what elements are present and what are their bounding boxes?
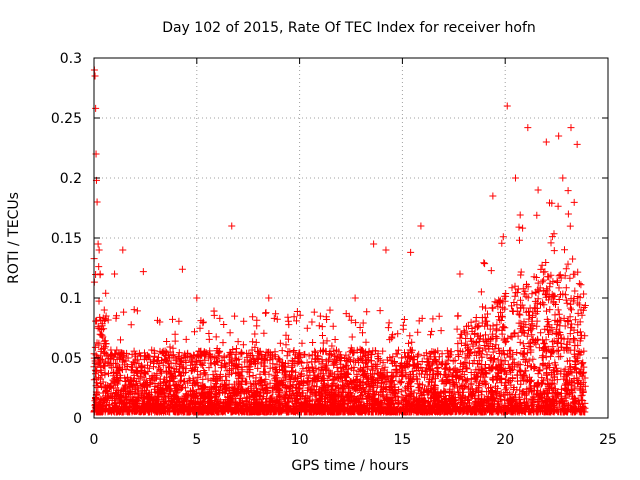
data-point <box>417 222 425 230</box>
data-point <box>503 102 511 110</box>
ticks <box>93 57 609 419</box>
data-point <box>559 174 567 182</box>
x-tick-label: 10 <box>291 432 309 448</box>
data-point <box>555 132 563 140</box>
scatter-cloud <box>90 187 589 416</box>
data-point <box>95 246 103 254</box>
y-tick-label: 0.15 <box>51 231 82 247</box>
x-tick-label: 20 <box>496 432 514 448</box>
data-point <box>524 124 532 132</box>
x-tick-label: 25 <box>599 432 617 448</box>
data-point <box>308 318 316 326</box>
data-point <box>382 246 390 254</box>
data-point <box>567 124 575 132</box>
data-point <box>111 270 119 278</box>
data-point <box>542 138 550 146</box>
x-tick-label: 15 <box>393 432 411 448</box>
data-point <box>139 268 147 276</box>
data-point <box>534 186 542 194</box>
data-point <box>265 294 273 302</box>
x-axis-label: GPS time / hours <box>291 458 408 474</box>
y-tick-label: 0.1 <box>60 291 82 307</box>
y-tick-labels: 0 0.05 0.1 0.15 0.2 0.25 0.3 <box>51 51 82 427</box>
data-point <box>511 174 519 182</box>
x-tick-label: 0 <box>90 432 99 448</box>
data-point <box>93 198 101 206</box>
data-point <box>119 246 127 254</box>
data-point <box>407 248 415 256</box>
data-point <box>193 294 201 302</box>
data-point <box>573 140 581 148</box>
data-point <box>156 318 164 326</box>
x-tick-labels: 0 5 10 15 20 25 <box>90 432 617 448</box>
data-point <box>178 265 186 273</box>
data-point <box>92 104 100 112</box>
data-point <box>489 192 497 200</box>
data-point <box>351 294 359 302</box>
y-tick-label: 0.05 <box>51 351 82 367</box>
y-tick-label: 0.25 <box>51 111 82 127</box>
y-tick-label: 0 <box>73 411 82 427</box>
data-point <box>228 222 236 230</box>
x-tick-label: 5 <box>192 432 201 448</box>
data-point <box>96 270 104 278</box>
chart-title: Day 102 of 2015, Rate Of TEC Index for r… <box>162 20 536 36</box>
data-point <box>91 72 99 80</box>
data-points <box>90 66 589 416</box>
y-axis-label: ROTI / TECUs <box>6 192 22 284</box>
y-tick-label: 0.3 <box>60 51 82 67</box>
y-tick-label: 0.2 <box>60 171 82 187</box>
data-point <box>370 240 378 248</box>
data-point <box>456 270 464 278</box>
data-point <box>100 306 108 314</box>
data-point <box>94 240 102 248</box>
